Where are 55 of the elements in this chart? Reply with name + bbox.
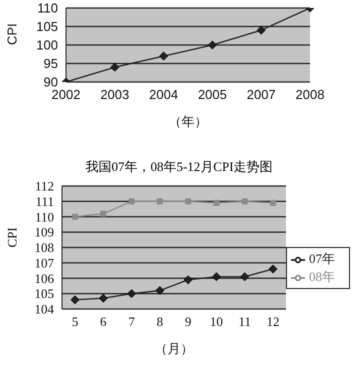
chart-title: 我国07年，08年5-12月CPI走势图 bbox=[84, 158, 274, 176]
x-axis-title: （月） bbox=[154, 341, 194, 356]
x-tick-label: 8 bbox=[156, 314, 164, 330]
point bbox=[212, 272, 221, 282]
y-tick-label: 100 bbox=[36, 38, 58, 53]
x-tick-label: 2008 bbox=[296, 87, 324, 102]
x-tick-label: 5 bbox=[72, 314, 78, 330]
y-axis-title: CPI bbox=[4, 227, 20, 248]
point bbox=[268, 264, 278, 274]
x-axis-title: （年） bbox=[168, 114, 208, 129]
x-tick-label: 9 bbox=[184, 314, 192, 330]
point bbox=[208, 40, 217, 50]
y-tick-label: 105 bbox=[34, 286, 54, 302]
x-tick-label: 2002 bbox=[52, 87, 80, 102]
x-tick-label: 7 bbox=[128, 314, 136, 330]
x-tick-label: 2007 bbox=[246, 87, 276, 102]
point bbox=[213, 200, 220, 206]
point bbox=[127, 289, 136, 298]
x-tick-label: 11 bbox=[238, 314, 251, 330]
x-tick-label: 6 bbox=[100, 314, 108, 330]
y-tick-label: 106 bbox=[34, 270, 54, 286]
y-tick-label: 95 bbox=[44, 56, 58, 72]
y-tick-label: 110 bbox=[34, 209, 54, 224]
point bbox=[270, 200, 276, 206]
point bbox=[184, 275, 192, 284]
x-tick-label: 2004 bbox=[149, 87, 178, 102]
x-tick-label: 10 bbox=[210, 314, 223, 330]
y-tick-label: 110 bbox=[37, 0, 58, 16]
point bbox=[156, 286, 164, 295]
legend-label: 07年 bbox=[309, 250, 335, 266]
y-tick-label: 108 bbox=[34, 240, 54, 256]
legend-label: 08年 bbox=[309, 268, 335, 284]
point bbox=[98, 294, 108, 303]
point bbox=[156, 198, 163, 204]
point bbox=[240, 272, 250, 282]
x-tick-label: 2005 bbox=[198, 87, 227, 102]
y-tick-label: 105 bbox=[36, 19, 58, 34]
point bbox=[72, 214, 78, 220]
y-tick-label: 90 bbox=[44, 74, 58, 90]
y-tick-label: 112 bbox=[34, 178, 54, 194]
x-tick-label: 12 bbox=[266, 314, 280, 330]
point bbox=[70, 295, 80, 304]
y-axis-title: CPI bbox=[4, 23, 20, 45]
point bbox=[128, 198, 135, 204]
point bbox=[185, 198, 192, 204]
point bbox=[110, 62, 120, 72]
point bbox=[100, 210, 106, 217]
point bbox=[256, 26, 266, 34]
x-tick-label: 2003 bbox=[100, 87, 130, 102]
point bbox=[242, 198, 248, 204]
y-tick-label: 107 bbox=[34, 255, 54, 270]
y-tick-label: 111 bbox=[35, 194, 54, 209]
y-tick-label: 109 bbox=[34, 224, 54, 240]
point bbox=[159, 52, 168, 60]
y-tick-label: 104 bbox=[34, 302, 54, 317]
